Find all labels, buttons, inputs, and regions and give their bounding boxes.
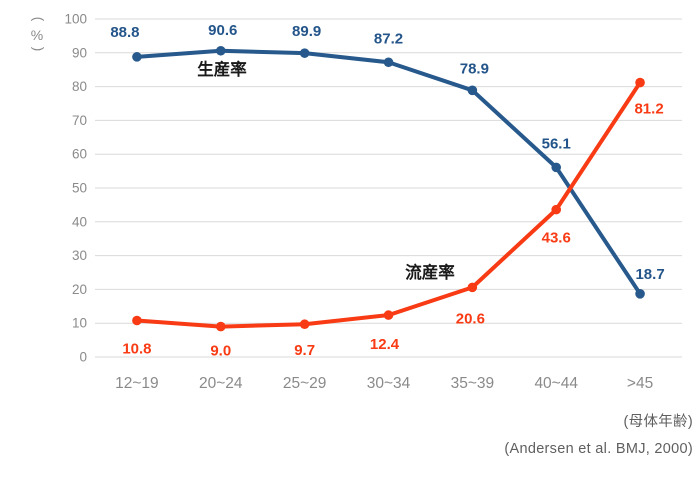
- data-label-1-0: 10.8: [122, 340, 151, 357]
- series-line-1: [134, 80, 643, 329]
- data-label-1-3: 12.4: [370, 336, 400, 353]
- y-tick-label-20: 20: [72, 282, 87, 297]
- data-label-0-0: 88.8: [110, 24, 139, 41]
- x-tick-label-3: 30~34: [367, 375, 411, 392]
- data-label-0-6: 18.7: [635, 266, 664, 283]
- data-label-0-3: 87.2: [374, 30, 403, 47]
- y-tick-label-30: 30: [72, 248, 87, 263]
- x-axis-unit-note: (母体年齢): [623, 414, 693, 430]
- data-label-1-1: 9.0: [210, 343, 231, 360]
- x-tick-label-5: 40~44: [534, 375, 578, 392]
- data-point-0-1: [215, 45, 226, 56]
- source-citation: (Andersen et al. BMJ, 2000): [504, 441, 693, 457]
- data-point-1-6: [635, 77, 645, 88]
- y-tick-label-80: 80: [72, 79, 87, 94]
- y-tick-label-60: 60: [72, 147, 87, 162]
- x-tick-label-4: 35~39: [451, 375, 495, 392]
- x-tick-label-1: 20~24: [199, 375, 243, 392]
- y-tick-label-70: 70: [72, 113, 87, 128]
- data-point-0-5: [551, 162, 562, 173]
- data-point-0-0: [132, 52, 142, 62]
- y-axis-unit-percent: %: [31, 27, 43, 43]
- data-point-1-1: [215, 321, 226, 332]
- x-tick-label-6: >45: [627, 375, 653, 392]
- data-label-0-1: 90.6: [208, 22, 237, 39]
- data-point-1-2: [299, 319, 310, 330]
- y-axis-unit-paren-close: ): [31, 47, 46, 52]
- data-point-0-3: [383, 57, 394, 68]
- series-name-label-0: 生産率: [197, 59, 247, 79]
- line-chart: 0 10 20 30 40 50 60 70 80 90 100 (%) 12~19 20~24 25~29…: [31, 12, 682, 392]
- data-point-1-3: [383, 310, 394, 320]
- data-label-1-2: 9.7: [294, 342, 315, 359]
- x-tick-label-2: 25~29: [283, 375, 327, 392]
- y-tick-label-90: 90: [72, 45, 87, 60]
- y-axis-unit-paren-open: (: [31, 17, 46, 22]
- series-line-0: [134, 48, 643, 296]
- data-label-0-4: 78.9: [460, 60, 489, 77]
- data-point-0-2: [299, 48, 310, 58]
- data-label-0-2: 89.9: [292, 23, 321, 40]
- data-point-1-4: [467, 282, 478, 293]
- y-tick-label-10: 10: [72, 316, 87, 331]
- data-point-0-4: [467, 85, 478, 96]
- y-tick-label-50: 50: [72, 181, 87, 196]
- data-label-1-6: 81.2: [634, 101, 663, 118]
- data-point-1-0: [132, 315, 142, 326]
- data-label-0-5: 56.1: [542, 135, 571, 152]
- y-tick-label-0: 0: [79, 350, 87, 365]
- data-point-0-6: [635, 288, 645, 299]
- data-label-1-5: 43.6: [542, 230, 571, 247]
- y-tick-label-100: 100: [64, 12, 87, 27]
- data-label-1-4: 20.6: [456, 310, 485, 327]
- y-tick-label-40: 40: [72, 214, 87, 229]
- x-tick-label-0: 12~19: [115, 375, 159, 392]
- data-point-1-5: [551, 204, 562, 215]
- series-name-label-1: 流産率: [405, 262, 455, 282]
